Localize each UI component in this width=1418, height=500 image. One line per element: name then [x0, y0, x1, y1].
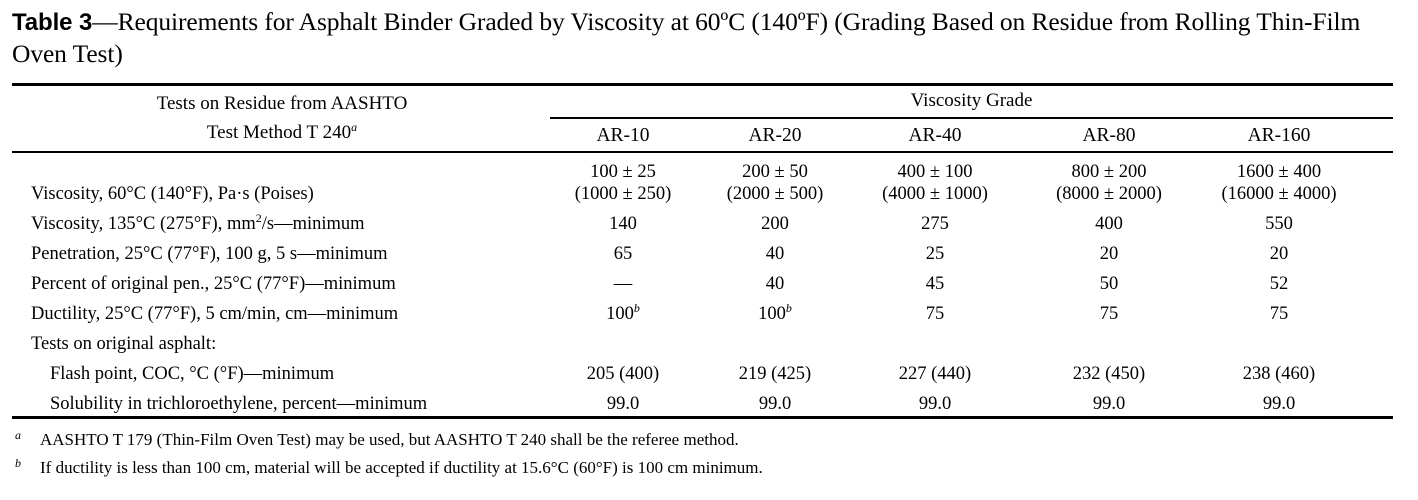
table-title: Table 3—Requirements for Asphalt Binder …: [12, 6, 1412, 69]
footnote-mark-a: a: [15, 428, 21, 442]
footnote-ref-a: a: [351, 120, 358, 134]
cell-viscosity-135c-ar40: 275: [921, 214, 949, 234]
stub-header-line2: Test Method T 240a: [206, 120, 358, 143]
cell-ductility-ar80: 75: [1099, 304, 1119, 324]
row-label-flash-point: Flash point, COC, °C (°F)—minimum: [50, 364, 335, 384]
row-label-viscosity-135c: Viscosity, 135°C (275°F), mm2/s—minimum: [31, 211, 365, 234]
section-label-original-asphalt: Tests on original asphalt:: [31, 334, 217, 354]
row-label-solubility: Solubility in trichloroethylene, percent…: [50, 394, 428, 414]
cell-percent-pen-ar40: 45: [925, 274, 945, 294]
cell-ductility-ar160: 75: [1269, 304, 1289, 324]
cell-ductility-ar40: 75: [925, 304, 945, 324]
cell-penetration-ar160: 20: [1269, 244, 1289, 264]
cell-percent-pen-ar160: 52: [1269, 274, 1289, 294]
cell-viscosity-135c-ar160: 550: [1265, 214, 1293, 234]
cell-percent-pen-ar10: —: [613, 274, 633, 294]
cell-penetration-ar10: 65: [613, 244, 633, 264]
col-header-ar40: AR-40: [908, 125, 962, 146]
col-header-ar20: AR-20: [748, 125, 802, 146]
cell-viscosity-135c-ar20: 200: [761, 214, 789, 234]
col-header-ar160: AR-160: [1247, 125, 1311, 146]
cell-solubility-ar40: 99.0: [918, 394, 952, 414]
footnote-mark-b: b: [15, 456, 21, 470]
cell-viscosity-60c-ar10: 100 ± 25 (1000 ± 250): [574, 162, 672, 204]
cell-viscosity-60c-ar40: 400 ± 100 (4000 ± 1000): [882, 162, 988, 204]
cell-ductility-ar10: 100b: [606, 301, 640, 324]
group-header-viscosity-grade: Viscosity Grade: [910, 90, 1033, 111]
cell-viscosity-60c-ar80: 800 ± 200 (8000 ± 2000): [1056, 162, 1162, 204]
cell-percent-pen-ar20: 40: [765, 274, 785, 294]
cell-viscosity-60c-ar20: 200 ± 50 (2000 ± 500): [726, 162, 824, 204]
footnote-ref-b: b: [785, 301, 792, 315]
cell-solubility-ar10: 99.0: [606, 394, 640, 414]
cell-solubility-ar160: 99.0: [1262, 394, 1296, 414]
group-rule: [550, 117, 1393, 119]
cell-solubility-ar80: 99.0: [1092, 394, 1126, 414]
cell-ductility-ar20: 100b: [758, 301, 792, 324]
footnote-a: AASHTO T 179 (Thin-Film Oven Test) may b…: [40, 430, 739, 449]
cell-flash-point-ar160: 238 (460): [1242, 364, 1316, 384]
cell-viscosity-135c-ar10: 140: [609, 214, 637, 234]
col-header-ar10: AR-10: [596, 125, 650, 146]
row-label-viscosity-60c: Viscosity, 60°C (140°F), Pa·s (Poises): [31, 184, 314, 204]
row-label-penetration: Penetration, 25°C (77°F), 100 g, 5 s—min…: [31, 244, 388, 264]
top-rule: [12, 83, 1393, 86]
row-label-ductility: Ductility, 25°C (77°F), 5 cm/min, cm—min…: [31, 304, 399, 324]
cell-flash-point-ar80: 232 (450): [1072, 364, 1146, 384]
header-rule: [12, 151, 1393, 153]
col-header-ar80: AR-80: [1082, 125, 1136, 146]
cell-flash-point-ar20: 219 (425): [738, 364, 812, 384]
cell-penetration-ar80: 20: [1099, 244, 1119, 264]
cell-viscosity-60c-ar160: 1600 ± 400 (16000 ± 4000): [1221, 162, 1337, 204]
cell-penetration-ar40: 25: [925, 244, 945, 264]
cell-penetration-ar20: 40: [765, 244, 785, 264]
stub-header-line1: Tests on Residue from AASHTO: [156, 93, 408, 114]
table-number: Table 3: [12, 9, 93, 36]
footnote-ref-b: b: [633, 301, 640, 315]
table-caption: —Requirements for Asphalt Binder Graded …: [12, 7, 1361, 68]
cell-flash-point-ar40: 227 (440): [898, 364, 972, 384]
cell-percent-pen-ar80: 50: [1099, 274, 1119, 294]
bottom-rule: [12, 416, 1393, 419]
cell-solubility-ar20: 99.0: [758, 394, 792, 414]
row-label-percent-original-pen: Percent of original pen., 25°C (77°F)—mi…: [31, 274, 396, 294]
footnote-b: If ductility is less than 100 cm, materi…: [40, 458, 763, 477]
cell-viscosity-135c-ar80: 400: [1095, 214, 1123, 234]
cell-flash-point-ar10: 205 (400): [586, 364, 660, 384]
